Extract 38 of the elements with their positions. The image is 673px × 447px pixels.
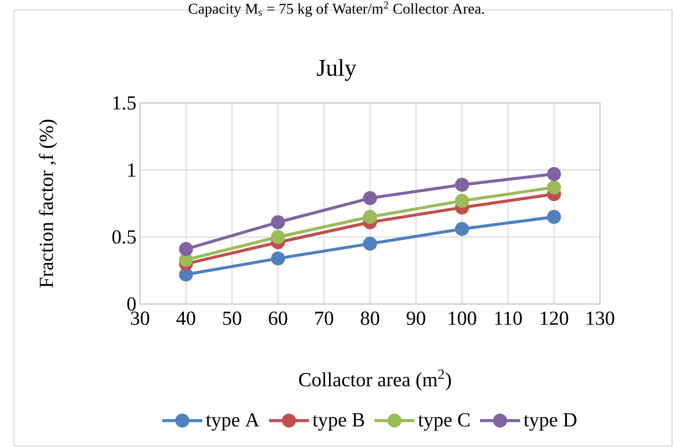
- x-tick-label: 110: [495, 312, 522, 325]
- legend-label: type D: [524, 413, 576, 431]
- point: [455, 222, 470, 236]
- legend-label: type A: [206, 413, 260, 431]
- point: [179, 242, 193, 256]
- chart-title: July: [317, 59, 356, 81]
- x-tick-label: 50: [223, 312, 242, 325]
- x-tick-label: 30: [130, 312, 150, 325]
- x-tick-label: 70: [315, 312, 334, 325]
- y-tick-label: 1: [128, 163, 136, 177]
- point: [455, 178, 470, 192]
- point: [271, 215, 286, 230]
- point: [547, 167, 562, 182]
- x-tick-label: 100: [448, 312, 476, 325]
- point: [179, 252, 193, 267]
- point: [363, 236, 378, 251]
- y-axis-title: Fraction factor ,f (%): [38, 120, 58, 288]
- legend-label: type C: [418, 413, 470, 431]
- point: [363, 210, 378, 224]
- point: [271, 230, 286, 244]
- point: [271, 251, 286, 266]
- point: [455, 194, 470, 208]
- y-tick-label: 0.5: [112, 230, 136, 244]
- y-tick-label: 0: [127, 297, 136, 311]
- x-axis-title: Collactor area (m$^{2}$): [299, 370, 451, 390]
- x-tick-label: 120: [540, 312, 568, 325]
- x-tick-label: 40: [176, 312, 196, 325]
- x-tick-label: 80: [360, 312, 380, 325]
- legend-label: type B: [312, 413, 364, 431]
- point: [547, 210, 562, 224]
- x-tick-label: 60: [268, 312, 288, 325]
- x-tick-label: 90: [406, 312, 426, 325]
- point: [547, 180, 562, 194]
- y-tick-label: 1.5: [113, 96, 136, 110]
- point: [363, 191, 378, 206]
- text: Capacity M$_{s}$ = 75 kg of Water/m$^{2}$ Collector Area.: [188, 2, 484, 17]
- point: [179, 268, 193, 282]
- x-tick-label: 130: [586, 312, 614, 325]
